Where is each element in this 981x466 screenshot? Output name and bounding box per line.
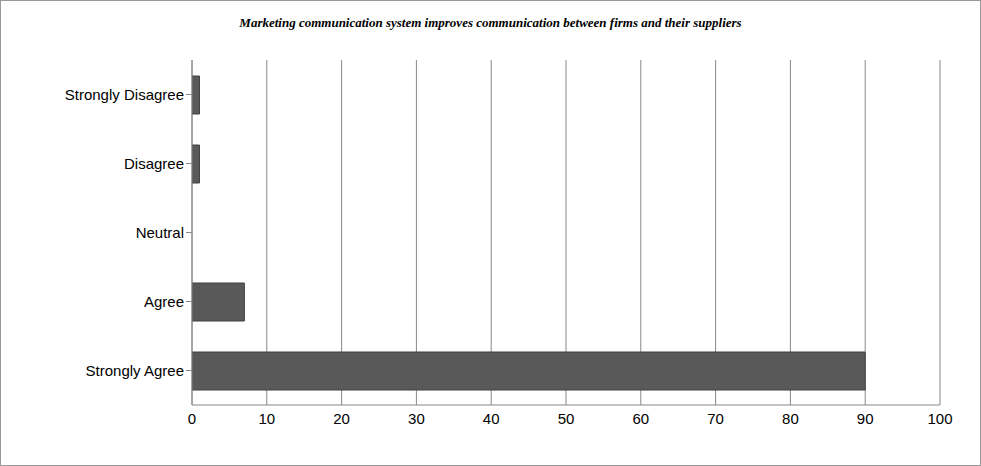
svg-text:Disagree: Disagree <box>124 155 184 172</box>
svg-text:30: 30 <box>408 410 425 427</box>
svg-text:Agree: Agree <box>144 293 184 310</box>
svg-text:Strongly Agree: Strongly Agree <box>86 362 184 379</box>
svg-text:80: 80 <box>782 410 799 427</box>
html-text:Marketing communication system: Marketing communication system improves … <box>239 15 742 30</box>
svg-text:Neutral: Neutral <box>136 224 184 241</box>
svg-text:90: 90 <box>857 410 874 427</box>
svg-text:0: 0 <box>188 410 196 427</box>
svg-text:100: 100 <box>927 410 952 427</box>
svg-text:10: 10 <box>258 410 275 427</box>
svg-text:20: 20 <box>333 410 350 427</box>
svg-text:40: 40 <box>483 410 500 427</box>
svg-text:50: 50 <box>558 410 575 427</box>
svg-text:70: 70 <box>707 410 724 427</box>
svg-text:60: 60 <box>632 410 649 427</box>
svg-text:Strongly Disagree: Strongly Disagree <box>65 86 184 103</box>
